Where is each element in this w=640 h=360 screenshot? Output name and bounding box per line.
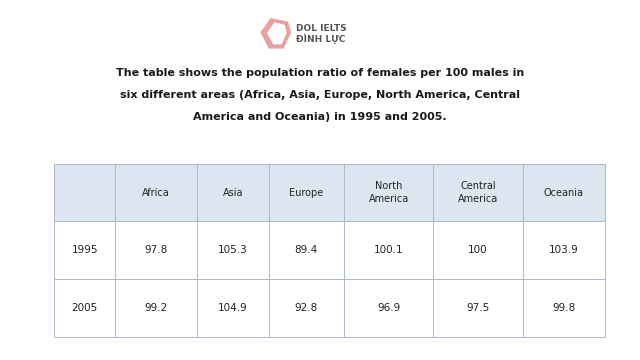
Text: 103.9: 103.9 — [549, 245, 579, 255]
Text: North
America: North America — [369, 181, 409, 204]
Text: ĐÌNH LỰC: ĐÌNH LỰC — [296, 33, 345, 44]
Text: 97.5: 97.5 — [467, 303, 490, 313]
Text: 105.3: 105.3 — [218, 245, 248, 255]
Text: Europe: Europe — [289, 188, 323, 198]
Text: America and Oceania) in 1995 and 2005.: America and Oceania) in 1995 and 2005. — [193, 112, 447, 122]
Text: 100: 100 — [468, 245, 488, 255]
Text: six different areas (Africa, Asia, Europe, North America, Central: six different areas (Africa, Asia, Europ… — [120, 90, 520, 100]
Text: 99.2: 99.2 — [145, 303, 168, 313]
Text: Central
America: Central America — [458, 181, 498, 204]
Text: Oceania: Oceania — [544, 188, 584, 198]
Text: 97.8: 97.8 — [145, 245, 168, 255]
Text: 92.8: 92.8 — [295, 303, 318, 313]
Text: 100.1: 100.1 — [374, 245, 403, 255]
Text: Africa: Africa — [142, 188, 170, 198]
Text: The table shows the population ratio of females per 100 males in: The table shows the population ratio of … — [116, 68, 524, 78]
Text: 104.9: 104.9 — [218, 303, 248, 313]
Text: 89.4: 89.4 — [295, 245, 318, 255]
Text: Asia: Asia — [223, 188, 243, 198]
Text: 2005: 2005 — [72, 303, 98, 313]
Text: 96.9: 96.9 — [377, 303, 400, 313]
Text: DOL IELTS: DOL IELTS — [296, 24, 346, 33]
Text: 1995: 1995 — [72, 245, 98, 255]
Text: 99.8: 99.8 — [552, 303, 575, 313]
